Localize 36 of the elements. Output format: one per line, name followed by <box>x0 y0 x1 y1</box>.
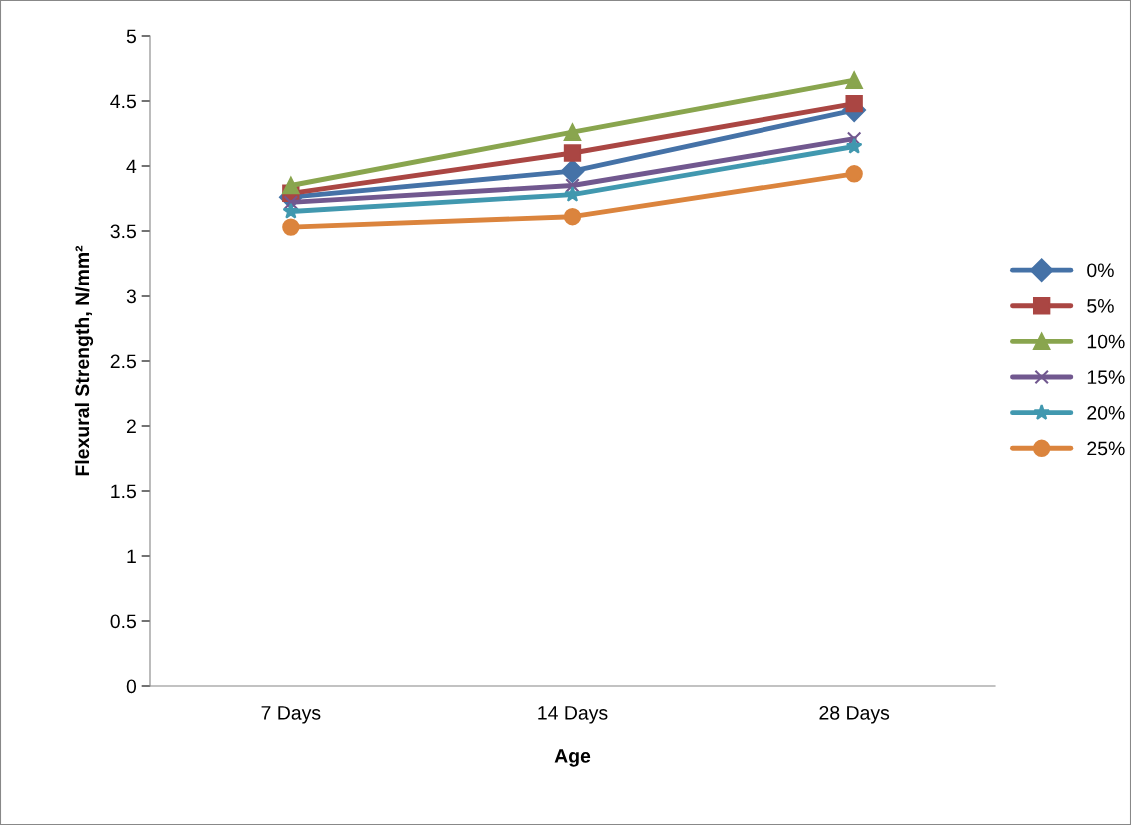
y-tick-label: 1 <box>127 549 136 564</box>
legend-label: 25% <box>1087 441 1125 456</box>
point <box>845 165 863 183</box>
legend-label: 20% <box>1087 405 1125 420</box>
legend-label: 15% <box>1087 370 1125 385</box>
point <box>282 176 300 195</box>
y-tick-label: 3 <box>126 289 136 304</box>
y-tick-label: 4.5 <box>110 94 136 109</box>
legend-label: 5% <box>1087 299 1114 313</box>
y-tick-label: 5 <box>126 29 136 44</box>
point <box>563 123 582 141</box>
y-tick-label: 1.5 <box>111 484 136 499</box>
point <box>283 195 299 210</box>
y-tick-label: 2 <box>126 419 136 434</box>
legend-label: 10% <box>1087 334 1125 349</box>
x-axis-title: Age <box>554 749 591 767</box>
y-tick-label: 0 <box>126 679 137 694</box>
x-tick-label: 7 Days <box>261 706 321 724</box>
point <box>563 208 582 226</box>
point <box>845 137 863 154</box>
point <box>845 71 863 89</box>
x-tick-label: 14 Days <box>538 706 608 724</box>
point <box>282 218 300 236</box>
point <box>564 185 581 202</box>
point <box>282 202 300 219</box>
y-tick-label: 2.5 <box>110 354 136 369</box>
y-tick-label: 4 <box>126 159 137 174</box>
point <box>560 159 585 184</box>
legend-label: 0% <box>1087 263 1114 278</box>
y-axis-title: Flexural Strength, N/mm² <box>74 245 94 476</box>
point <box>565 178 580 193</box>
point <box>845 94 863 113</box>
y-tick-label: 3.5 <box>110 224 136 239</box>
y-tick-label: 0.5 <box>110 614 136 629</box>
x-tick-label: 28 Days <box>819 705 890 724</box>
point <box>563 144 582 162</box>
